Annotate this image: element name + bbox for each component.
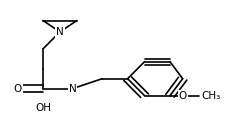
Text: O: O <box>178 91 187 101</box>
Text: O: O <box>14 84 22 94</box>
Text: CH₃: CH₃ <box>202 91 221 101</box>
Text: N: N <box>56 27 64 37</box>
Text: N: N <box>69 84 76 94</box>
Text: OH: OH <box>35 103 51 113</box>
